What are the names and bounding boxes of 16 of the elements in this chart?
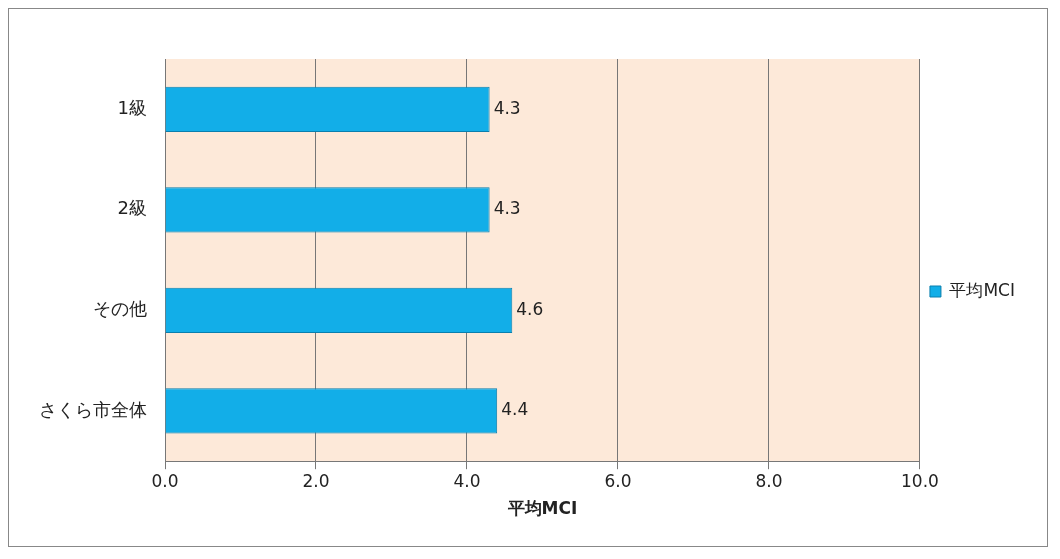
legend-label: 平均MCI [949,279,1016,300]
data-label: 4.3 [493,198,521,219]
x-axis-title: 平均MCI [506,498,578,519]
x-tick-label: 2.0 [302,470,330,491]
data-label: 4.3 [493,97,521,118]
y-tick-label: その他 [93,298,147,320]
data-label: 4.4 [501,399,529,420]
x-tick-label: 10.0 [901,470,939,491]
x-tick-label: 4.0 [453,470,481,491]
x-tick-label: 8.0 [755,470,783,491]
data-label: 4.6 [516,298,544,319]
y-tick-label: 1級 [117,96,147,118]
y-tick-label: 2級 [117,197,147,219]
x-tick-label: 6.0 [604,470,632,491]
x-tick-label: 0.0 [151,470,179,491]
y-tick-label: さくら市全体 [39,398,147,420]
